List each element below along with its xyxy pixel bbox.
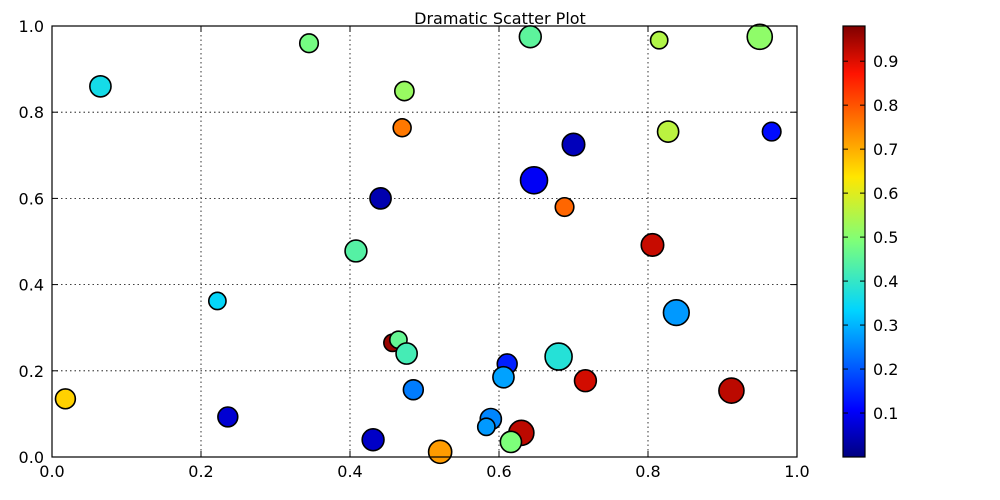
- colorbar-tick-label: 0.3: [873, 316, 898, 335]
- y-tick-label: 0.6: [19, 189, 44, 208]
- scatter-point: [518, 25, 542, 49]
- y-tick-label: 0.4: [19, 276, 44, 295]
- scatter-point: [640, 232, 665, 257]
- scatter-point: [656, 120, 680, 143]
- scatter-point: [392, 117, 412, 138]
- scatter-points: [54, 23, 782, 465]
- scatter-point: [761, 121, 782, 142]
- x-tick-label: 0.8: [635, 462, 660, 481]
- scatter-point: [561, 132, 586, 157]
- scatter-point: [662, 298, 690, 327]
- colorbar-tick-label: 0.2: [873, 360, 898, 379]
- plot-area: [52, 26, 797, 457]
- scatter-point: [344, 239, 368, 263]
- scatter-point: [217, 406, 239, 428]
- scatter-point: [492, 365, 515, 389]
- scatter-point: [393, 80, 415, 102]
- scatter-point: [89, 74, 112, 98]
- x-tick-label: 0.2: [188, 462, 213, 481]
- x-tick-label: 0.4: [337, 462, 362, 481]
- scatter-point: [573, 369, 598, 393]
- chart-title: Dramatic Scatter Plot: [414, 9, 586, 28]
- colorbar-tick-label: 0.1: [873, 404, 898, 423]
- scatter-point: [298, 33, 320, 54]
- scatter-point: [476, 417, 496, 437]
- scatter-point: [746, 23, 774, 51]
- colorbar-tick-label: 0.7: [873, 140, 898, 159]
- scatter-point: [554, 196, 575, 218]
- scatter-point: [519, 165, 549, 195]
- x-tick-label: 0.6: [486, 462, 511, 481]
- x-tick-label: 1.0: [784, 462, 809, 481]
- colorbar-tick-label: 0.4: [873, 272, 898, 291]
- colorbar-ticks: 0.1 0.2 0.3 0.4 0.5 0.6 0.7 0.8 0.9: [843, 52, 898, 423]
- colorbar-tick-label: 0.9: [873, 52, 898, 71]
- x-tick-label: 0.0: [39, 462, 64, 481]
- scatter-point: [544, 342, 573, 371]
- y-tick-label: 0.8: [19, 103, 44, 122]
- scatter-point: [499, 430, 523, 454]
- scatter-point: [54, 388, 77, 410]
- scatter-point: [427, 439, 453, 465]
- colorbar-tick-label: 0.6: [873, 184, 898, 203]
- scatter-point: [361, 428, 385, 452]
- scatter-point: [207, 291, 227, 311]
- scatter-point: [395, 342, 418, 365]
- y-tick-label: 0.0: [19, 448, 44, 467]
- y-tick-label: 0.2: [19, 362, 44, 381]
- scatter-point: [649, 30, 669, 50]
- colorbar-tick-label: 0.8: [873, 96, 898, 115]
- y-tick-label: 1.0: [19, 17, 44, 36]
- axes-ticks: 0.0 0.2 0.4 0.6 0.8 1.0 0.0 0.2 0.4 0.6 0.8 1.0: [19, 17, 810, 481]
- scatter-point: [369, 187, 392, 210]
- colorbar-tick-label: 0.5: [873, 228, 898, 247]
- scatter-point: [718, 377, 745, 404]
- plot-frame: [51, 25, 798, 458]
- scatter-point: [402, 379, 425, 401]
- colorbar: [842, 25, 866, 458]
